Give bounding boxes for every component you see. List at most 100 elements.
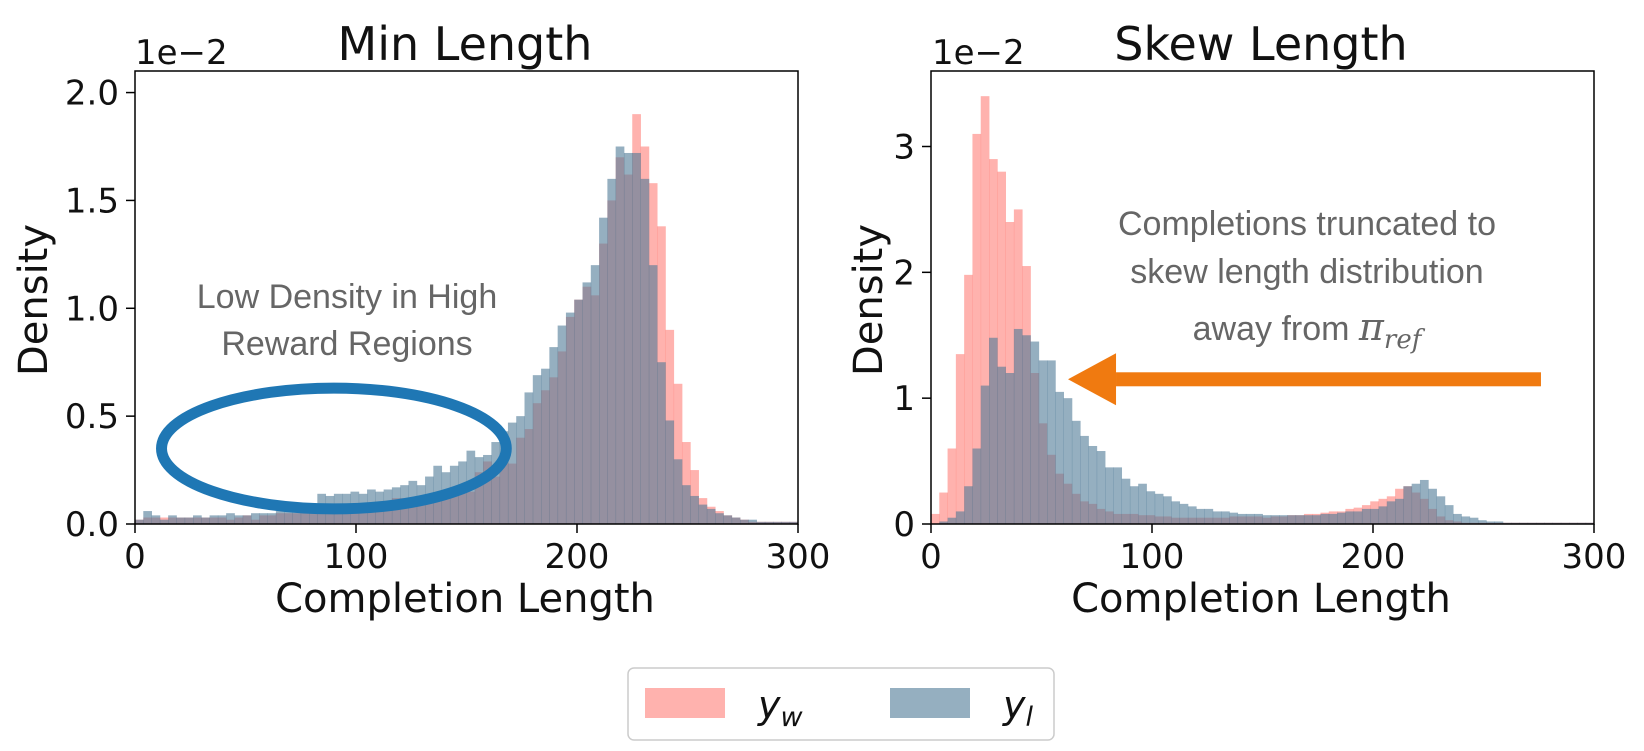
histogram-bar-y-l — [242, 515, 252, 524]
histogram-bar-y-w — [947, 448, 957, 524]
histogram-bar-y-l — [1262, 515, 1272, 524]
histogram-bar-y-l — [267, 513, 277, 524]
histogram-bar-y-w — [673, 383, 683, 524]
histogram-bar-y-l — [234, 515, 244, 524]
histogram-bar-y-l — [1171, 501, 1181, 524]
histogram-bar-y-l — [1279, 515, 1288, 524]
histogram-bar-y-l — [1055, 391, 1064, 525]
histogram-bar-y-l — [1287, 515, 1297, 524]
histogram-bar-y-l — [1096, 451, 1106, 524]
histogram-bar-y-l — [615, 146, 625, 524]
histogram-bar-y-l — [507, 422, 517, 524]
x-tick-label: 100 — [324, 537, 389, 577]
histogram-bar-y-l — [640, 178, 650, 525]
histogram-bar-y-l — [209, 515, 219, 524]
histogram-bar-y-l — [748, 519, 757, 524]
histogram-bar-y-l — [1138, 483, 1147, 524]
y-exponent-label: 1e−2 — [932, 33, 1025, 73]
plot-frame — [930, 70, 1595, 525]
pi-symbol: π — [1358, 305, 1385, 349]
histogram-bar-y-l — [532, 375, 542, 524]
histogram-bar-y-l — [1254, 513, 1263, 524]
histogram-bar-y-l — [1196, 508, 1205, 524]
histogram-bar-y-l — [1146, 491, 1156, 524]
histogram-bar-y-l — [1486, 521, 1495, 524]
chart-title: Min Length — [338, 17, 593, 71]
histogram-bar-y-l — [1229, 512, 1239, 524]
y-ticks: 0.0 0.5 1.0 1.5 2.0 — [65, 74, 135, 545]
pi-subscript: ref — [1384, 325, 1426, 355]
histogram-bar-y-l — [939, 521, 948, 524]
annotation-line-3-text: away from — [1193, 310, 1359, 348]
y-tick-label: 2.0 — [65, 74, 119, 114]
series-y-l — [939, 328, 1595, 525]
histogram-bar-y-l — [226, 513, 235, 524]
y-exponent-label: 1e−2 — [135, 33, 228, 73]
annotation-line-1: Low Density in High — [197, 278, 497, 316]
x-tick-label: 200 — [545, 537, 610, 577]
histogram-bar-y-l — [1428, 488, 1437, 524]
histogram-bar-y-l — [1204, 508, 1214, 524]
histogram-bar-y-l — [773, 521, 782, 524]
histogram-bar-y-l — [1337, 512, 1346, 524]
histogram-bar-y-l — [1370, 508, 1379, 524]
annotation-line-1: Completions truncated to — [1118, 205, 1496, 243]
legend: yw yl — [627, 667, 1055, 741]
histogram-bar-y-l — [1361, 508, 1371, 524]
histogram-bar-y-l — [997, 366, 1006, 524]
histogram-bar-y-l — [715, 513, 724, 524]
histogram-bar-y-l — [1030, 341, 1040, 524]
histogram-bar-y-l — [184, 517, 194, 524]
x-tick-label: 300 — [766, 537, 831, 577]
y-tick-label: 0.5 — [65, 397, 119, 437]
chart-title: Skew Length — [1114, 17, 1407, 71]
histogram-bar-y-l — [1469, 517, 1479, 524]
histogram-bar-y-l — [599, 217, 608, 524]
legend-label-y-l-sub: l — [1026, 702, 1034, 733]
histogram-bar-y-l — [1088, 445, 1098, 524]
legend-label-y-l: yl — [1002, 683, 1034, 733]
histogram-bar-y-l — [1494, 521, 1504, 524]
y-tick-label: 1.5 — [65, 181, 119, 221]
histogram-bar-y-l — [275, 511, 285, 524]
histogram-bar-y-l — [1328, 513, 1338, 524]
arrow-shaft — [1116, 372, 1541, 387]
histogram-bar-y-l — [292, 508, 302, 524]
histogram-bar-y-l — [1022, 335, 1031, 524]
histogram-bar-y-l — [574, 299, 583, 524]
histogram-bar-y-l — [151, 515, 161, 524]
y-tick-label: 2 — [893, 253, 915, 293]
y-tick-label: 0.0 — [65, 505, 119, 545]
histogram-bar-y-l — [1477, 520, 1487, 524]
histogram-bar-y-l — [607, 178, 617, 525]
histogram-bar-y-l — [1013, 328, 1023, 524]
histogram-bar-y-l — [955, 511, 965, 524]
histogram-bar-y-l — [739, 519, 749, 524]
y-ticks: 0 1 2 3 — [893, 128, 931, 545]
histogram-bar-y-w — [964, 274, 973, 524]
x-tick-label: 100 — [1120, 537, 1185, 577]
legend-label-y-w-sub: w — [781, 702, 804, 733]
histogram-bar-y-w — [939, 492, 948, 524]
histogram-bar-y-w — [997, 171, 1006, 525]
chart-skew-length: Skew Length 1e−2 Density Completion Leng… — [846, 17, 1626, 622]
x-ticks: 0 100 200 300 — [124, 524, 830, 577]
histogram-bar-y-l — [706, 508, 716, 524]
histogram-bar-y-l — [673, 459, 683, 524]
y-axis-label: Density — [11, 224, 57, 376]
histogram-bar-y-l — [565, 312, 575, 524]
arrow-head — [1068, 353, 1117, 406]
histogram-bar-y-l — [1295, 515, 1305, 524]
histogram-bar-y-l — [964, 486, 973, 524]
x-tick-label: 0 — [124, 537, 146, 577]
histogram-bar-y-l — [665, 420, 675, 524]
histogram-bar-y-l — [1461, 516, 1471, 524]
histogram-bar-y-l — [168, 515, 177, 524]
histogram-bar-y-l — [1312, 515, 1321, 524]
histogram-bar-y-w — [955, 354, 965, 525]
histogram-bar-y-l — [632, 152, 641, 524]
histogram-bar-y-l — [1453, 513, 1462, 524]
histogram-bar-y-l — [1395, 498, 1404, 524]
y-tick-label: 0 — [893, 505, 915, 545]
